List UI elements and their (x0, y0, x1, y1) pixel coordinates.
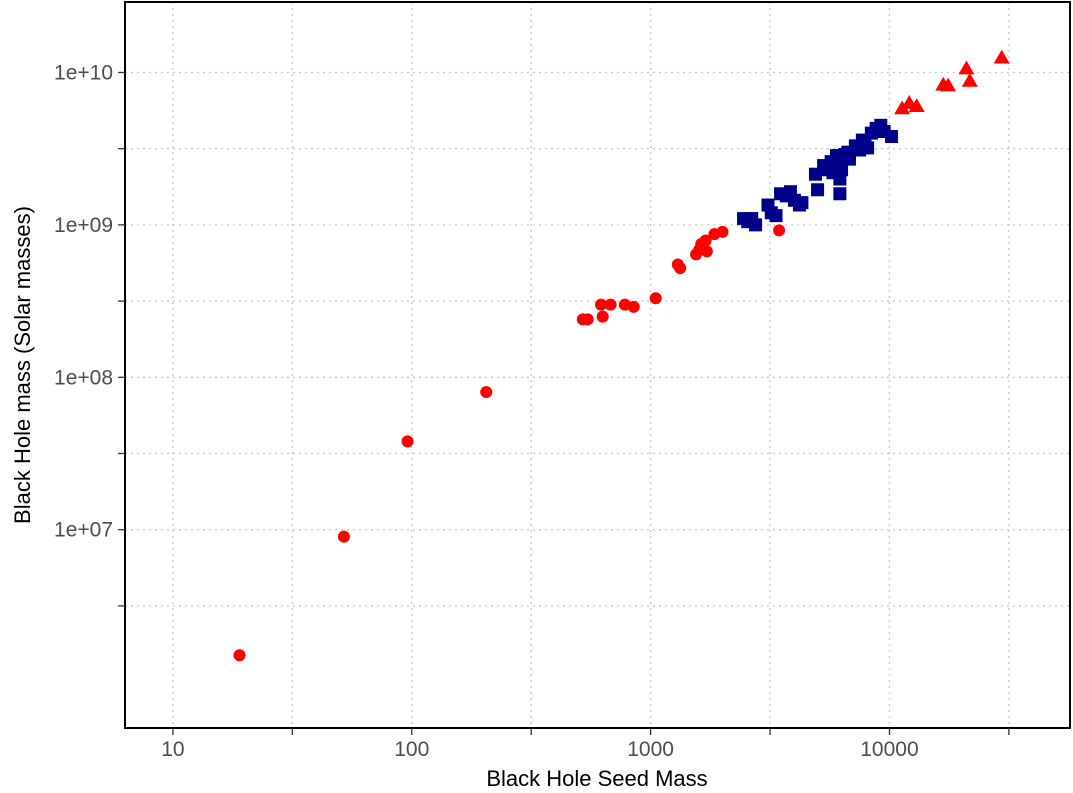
data-point-circle (674, 262, 687, 275)
data-point-circle (604, 298, 617, 311)
y-tick-label: 1e+09 (54, 214, 113, 237)
grid-lines (125, 2, 1070, 728)
x-tick-label: 100 (394, 738, 429, 761)
data-point-square (861, 141, 875, 155)
data-point-square (749, 218, 763, 232)
data-point-square (811, 183, 825, 197)
y-tick-label: 1e+10 (54, 61, 113, 84)
data-point-circle (480, 386, 493, 399)
data-point-square (885, 130, 899, 144)
data-point-circle (595, 298, 608, 311)
y-tick-label: 1e+08 (54, 366, 113, 389)
plot-panel-border (124, 1, 1071, 729)
x-axis-title: Black Hole Seed Mass (486, 766, 707, 791)
data-point-triangle (961, 72, 978, 87)
axis-ticks: 10 100 1000 10000 1e+07 1e+08 1e+09 1e+10 (54, 61, 1010, 761)
data-point-circle (649, 292, 662, 305)
x-tick-label: 10000 (860, 738, 918, 761)
data-point-circle (233, 649, 246, 662)
data-point-square (835, 163, 849, 177)
data-point-square (842, 152, 856, 166)
data-point-circle (699, 234, 712, 247)
data-point-circle (700, 245, 713, 258)
data-point-triangle (993, 49, 1010, 64)
data-points (233, 49, 1010, 662)
data-point-triangle (958, 60, 975, 75)
y-axis-title: Black Hole mass (Solar masses) (10, 206, 35, 524)
y-tick-label: 1e+07 (54, 519, 113, 542)
x-tick-label: 1000 (627, 738, 674, 761)
data-point-circle (716, 225, 729, 238)
data-point-square (795, 196, 809, 210)
data-point-circle (773, 224, 786, 237)
data-point-circle (337, 530, 350, 543)
x-tick-label: 10 (161, 738, 184, 761)
data-point-circle (581, 313, 594, 326)
data-point-square (833, 187, 847, 201)
data-point-triangle (908, 98, 925, 113)
data-point-square (769, 209, 783, 223)
data-point-triangle (940, 77, 957, 92)
data-point-circle (401, 435, 414, 448)
data-point-circle (596, 310, 609, 323)
data-point-circle (627, 300, 640, 313)
